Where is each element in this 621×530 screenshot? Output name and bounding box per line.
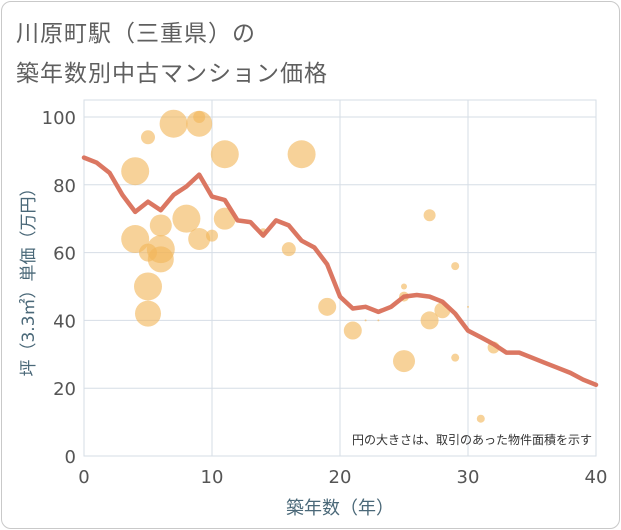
trend-line [81,155,599,388]
data-bubble [318,297,337,316]
data-bubble [451,262,460,271]
data-bubble [467,305,469,308]
data-bubble [135,300,161,327]
chart-title-line2: 築年数別中古マンション価格 [16,61,328,87]
size-annotation: 円の大きさは、取引のあった物件面積を示す [352,432,592,447]
x-tick-label: 10 [201,467,224,488]
data-bubble [281,242,296,257]
y-tick-label: 20 [53,379,76,400]
y-tick-label: 80 [53,176,76,197]
data-bubble [186,110,213,137]
data-bubble [213,207,236,230]
data-bubble [188,228,211,251]
x-tick-label: 40 [585,467,608,488]
data-bubble [420,311,439,330]
data-bubble [172,204,201,233]
y-axis-label: 坪（3.3㎡）単価（万円） [19,179,39,376]
data-bubble [121,157,150,186]
x-tick-label: 30 [457,467,480,488]
data-bubble [393,350,415,373]
trend-line-group [81,155,599,388]
y-tick-label: 100 [42,108,76,129]
data-bubble [141,130,155,145]
data-bubble [401,283,407,290]
data-bubble [147,246,174,273]
data-bubble [343,321,362,340]
x-axis-label: 築年数（年） [286,498,394,519]
data-bubble [451,353,460,362]
data-bubble [364,319,367,322]
data-bubble [193,110,206,123]
data-bubble [287,140,316,169]
data-bubble [134,272,162,301]
grid [83,99,597,457]
chart-title-line1: 川原町駅（三重県）の [16,21,256,47]
data-bubble [210,140,239,169]
data-bubble [159,109,188,138]
data-bubble [423,209,436,222]
transaction-bubbles [121,109,500,423]
data-bubble [206,229,218,242]
data-bubble [377,319,380,322]
axis-text: 0 20 40 60 80 100 0 10 20 30 40 築年数（年） 坪（3.3㎡）単価（万円）… [19,108,607,519]
y-tick-label: 0 [65,447,76,468]
y-tick-label: 40 [53,311,76,332]
data-bubble [149,214,172,237]
x-tick-label: 0 [78,467,89,488]
y-tick-label: 60 [53,244,76,265]
x-tick-label: 20 [329,467,352,488]
data-bubble [476,414,485,423]
